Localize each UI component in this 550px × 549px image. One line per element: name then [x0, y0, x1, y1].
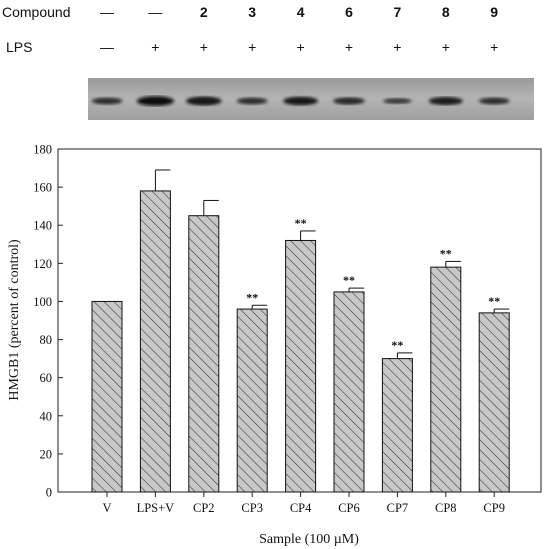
x-tick-label: CP4 [290, 501, 312, 515]
y-tick-label: 80 [40, 333, 53, 347]
x-tick-label: LPS+V [137, 501, 175, 515]
lps-label: LPS [6, 39, 32, 55]
y-tick-label: 160 [33, 181, 52, 195]
bar-chart: 0 20 40 60 80 100 120 140 160 180 ** ** ** ** ** ** V L… [7, 143, 542, 547]
blot-bands [91, 96, 510, 106]
significance-label: ** [343, 273, 355, 287]
bar [188, 215, 220, 493]
y-axis-label: HMGB1 (percent of control) [7, 239, 22, 401]
lps-value: + [345, 39, 353, 55]
blot-band [333, 97, 365, 105]
blot-header: Compound LPS — — 2 3 4 6 7 8 9 — + + + + + + + + [2, 4, 498, 55]
x-tick-label: CP9 [483, 501, 505, 515]
y-tick-label: 60 [40, 371, 53, 385]
compound-row: — — 2 3 4 6 7 8 9 [100, 4, 498, 20]
bar [381, 358, 413, 493]
compound-value: — [100, 4, 114, 20]
x-tick-label: CP6 [338, 501, 360, 515]
bar [91, 300, 123, 493]
blot-band [478, 97, 510, 105]
blot-band [383, 98, 412, 104]
lps-row: — + + + + + + + + [100, 39, 498, 55]
y-tick-label: 0 [46, 486, 52, 500]
compound-value: 4 [297, 4, 305, 20]
blot-band [283, 96, 318, 106]
lps-value: + [248, 39, 256, 55]
bar [333, 291, 365, 493]
blot-band [91, 97, 123, 105]
significance-label: ** [488, 294, 500, 308]
y-tick-label: 180 [33, 143, 52, 157]
y-tick-label: 20 [40, 447, 53, 461]
lps-value: + [393, 39, 401, 55]
lps-value: — [100, 39, 114, 55]
x-axis-label: Sample (100 µM) [259, 532, 359, 547]
x-tick-label: CP3 [241, 501, 263, 515]
compound-label: Compound [2, 4, 71, 20]
lps-value: + [200, 39, 208, 55]
x-tick-label: V [102, 501, 111, 515]
blot-band [186, 96, 222, 106]
blot-band [236, 97, 268, 105]
y-tick-label: 100 [33, 295, 52, 309]
compound-value: 7 [394, 4, 402, 20]
lps-value: + [442, 39, 450, 55]
bars: ** ** ** ** ** ** [91, 169, 510, 493]
significance-label: ** [246, 290, 258, 304]
compound-value: 9 [490, 4, 498, 20]
bar [285, 239, 317, 493]
compound-value: 2 [200, 4, 208, 20]
compound-value: — [148, 4, 162, 20]
y-tick-label: 140 [33, 219, 52, 233]
blot-band [428, 96, 463, 106]
y-axis: 0 20 40 60 80 100 120 140 160 180 [33, 143, 63, 500]
compound-value: 6 [345, 4, 353, 20]
x-tick-label: CP7 [387, 501, 409, 515]
x-tick-label: CP8 [435, 501, 457, 515]
significance-label: ** [440, 246, 452, 260]
blot-band [136, 96, 174, 106]
lps-value: + [490, 39, 498, 55]
significance-label: ** [295, 216, 307, 230]
compound-value: 3 [248, 4, 256, 20]
lps-value: + [151, 39, 159, 55]
western-blot [88, 78, 534, 120]
y-tick-label: 120 [33, 257, 52, 271]
bar [430, 266, 462, 493]
bar [478, 312, 510, 493]
y-tick-label: 40 [40, 409, 53, 423]
x-axis: V LPS+V CP2 CP3 CP4 CP6 CP7 CP8 CP9 [102, 492, 505, 515]
x-tick-label: CP2 [193, 501, 215, 515]
compound-value: 8 [442, 4, 450, 20]
bar [236, 308, 268, 493]
significance-label: ** [391, 338, 403, 352]
bar [139, 190, 171, 493]
lps-value: + [297, 39, 305, 55]
